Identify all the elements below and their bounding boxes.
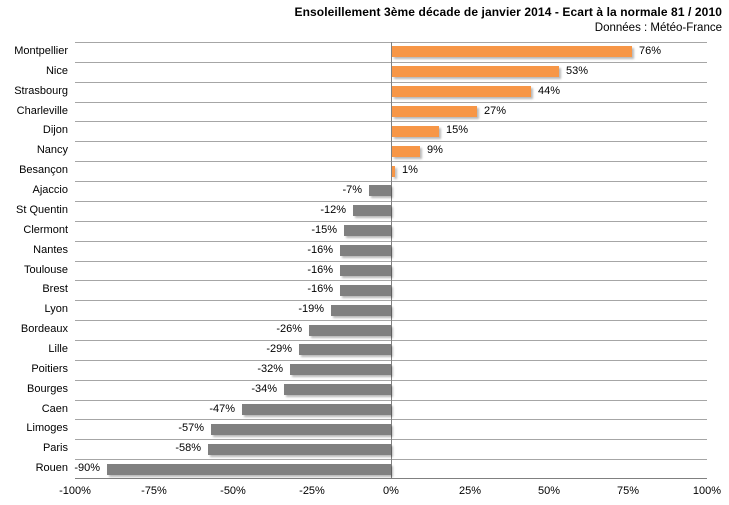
bar-value-label: -47% <box>209 402 235 415</box>
bar-value-label: -32% <box>257 362 283 375</box>
category-label: St Quentin <box>16 203 68 216</box>
bar <box>392 46 632 58</box>
plot-area: 76% 53% 44% 27% 15% 9% 1% -7% -12% -15% -16% -16% -1… <box>74 42 707 479</box>
bar <box>392 145 420 157</box>
bar-value-label: -12% <box>320 203 346 216</box>
bar <box>107 463 391 475</box>
bar-value-label: -58% <box>175 442 201 455</box>
bar-value-label: -19% <box>298 303 324 316</box>
bar <box>340 245 391 257</box>
bar-value-label: -90% <box>74 462 100 475</box>
bar <box>309 324 391 336</box>
x-tick-label: -75% <box>141 485 167 497</box>
category-label: Nancy <box>36 144 68 157</box>
category-label: Dijon <box>42 124 68 137</box>
x-tick-label: 25% <box>458 485 482 497</box>
x-tick-label: -100% <box>59 485 91 497</box>
category-label: Lille <box>48 342 68 355</box>
chart-subtitle: Données : Météo-France <box>594 22 722 34</box>
x-axis: -100% -75% -50% -25% 0% 25% 50% 75% 100% <box>59 485 721 501</box>
category-label: Besançon <box>19 164 68 177</box>
bar <box>392 165 395 177</box>
bar <box>392 106 477 118</box>
category-labels: Montpellier Nice Strasbourg Charleville Dijo… <box>0 42 68 479</box>
bar <box>353 205 391 217</box>
category-label: Montpellier <box>14 45 68 57</box>
bar <box>290 364 391 376</box>
bar <box>340 264 391 276</box>
category-label: Strasbourg <box>14 84 68 97</box>
bar-value-label: -15% <box>311 223 337 236</box>
bar-value-label: -16% <box>307 283 333 296</box>
bar-value-label: 27% <box>484 104 507 117</box>
category-label: Toulouse <box>23 263 68 276</box>
bar-value-label: -7% <box>342 184 362 197</box>
bar <box>331 304 391 316</box>
bar <box>340 284 391 296</box>
bar-value-label: -16% <box>307 243 333 256</box>
chart-header: Ensoleillement 3ème décade de janvier 20… <box>294 5 722 34</box>
bar-value-label: 15% <box>446 124 469 137</box>
category-label: Bourges <box>27 382 68 395</box>
zero-line <box>391 42 392 479</box>
category-label: Bordeaux <box>20 323 68 336</box>
category-label: Charleville <box>16 104 68 117</box>
category-label: Poitiers <box>31 362 68 375</box>
x-tick-label: 75% <box>616 485 640 497</box>
x-tick-label: 50% <box>537 485 561 497</box>
bar <box>392 125 439 137</box>
bar <box>369 185 391 197</box>
x-tick-label: 0% <box>383 485 399 497</box>
category-label: Rouen <box>35 462 68 475</box>
category-label: Nice <box>45 64 68 77</box>
category-label: Lyon <box>44 303 68 316</box>
bar <box>211 423 391 435</box>
category-label: Ajaccio <box>32 184 68 197</box>
bar-value-label: 76% <box>639 45 662 57</box>
category-label: Nantes <box>33 243 68 256</box>
bar <box>242 403 391 415</box>
bar-value-label: 9% <box>427 144 443 157</box>
bar <box>392 86 531 98</box>
x-tick-label: -50% <box>220 485 246 497</box>
bar <box>392 66 559 78</box>
bar-value-label: -34% <box>251 382 277 395</box>
category-label: Limoges <box>26 422 68 435</box>
x-tick-label: 100% <box>692 485 722 497</box>
bar-value-label: 44% <box>538 84 561 97</box>
category-label: Paris <box>42 442 68 455</box>
category-label: Brest <box>42 283 68 296</box>
chart-title: Ensoleillement 3ème décade de janvier 20… <box>294 5 722 19</box>
bar-value-label: -16% <box>307 263 333 276</box>
bar <box>299 344 391 356</box>
x-tick-label: -25% <box>299 485 325 497</box>
category-label: Clermont <box>23 223 68 236</box>
bar-value-label: -57% <box>178 422 204 435</box>
bar-value-label: 1% <box>402 164 418 177</box>
bar-value-label: -29% <box>266 342 292 355</box>
category-label: Caen <box>41 402 68 415</box>
bar-value-label: 53% <box>566 64 589 77</box>
bar <box>208 443 391 455</box>
bar <box>284 384 391 396</box>
bar-value-label: -26% <box>276 323 302 336</box>
bar <box>344 225 391 237</box>
